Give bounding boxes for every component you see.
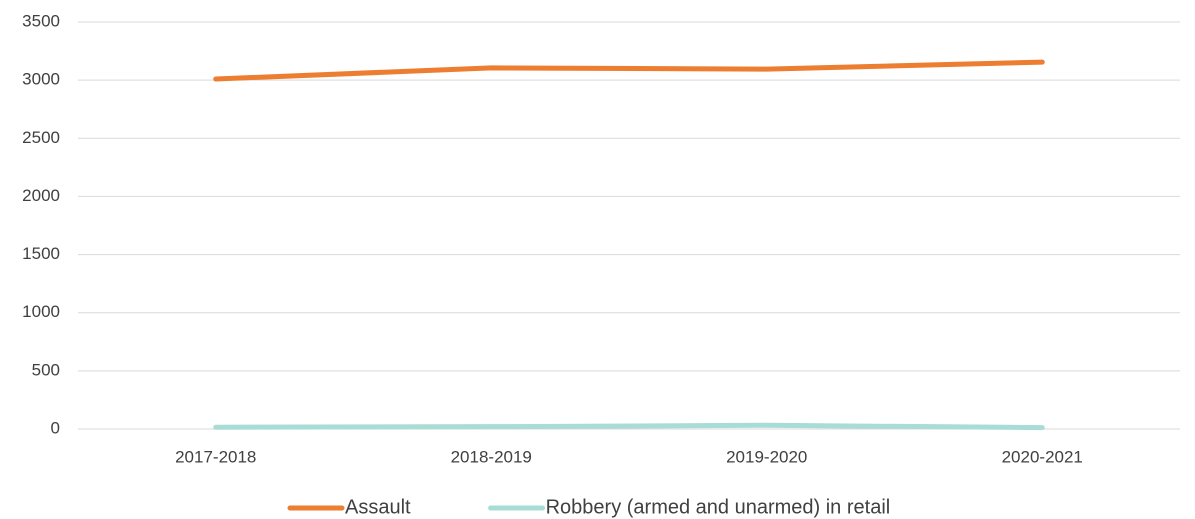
series-line (213, 422, 1045, 431)
y-tick-label: 3500 (22, 11, 60, 30)
y-tick-label: 1000 (22, 302, 60, 321)
series-line (213, 59, 1045, 82)
legend-label: Assault (345, 496, 411, 518)
y-tick-label: 1500 (22, 244, 60, 263)
x-tick-label: 2019-2020 (726, 447, 807, 466)
x-tick-label: 2020-2021 (1002, 447, 1083, 466)
x-tick-label: 2018-2019 (451, 447, 532, 466)
x-tick-label: 2017-2018 (175, 447, 256, 466)
y-tick-label: 500 (32, 360, 60, 379)
y-tick-label: 3000 (22, 70, 60, 89)
y-tick-label: 2000 (22, 186, 60, 205)
y-tick-label: 2500 (22, 128, 60, 147)
legend-label: Robbery (armed and unarmed) in retail (546, 496, 891, 518)
y-tick-label: 0 (51, 418, 60, 437)
